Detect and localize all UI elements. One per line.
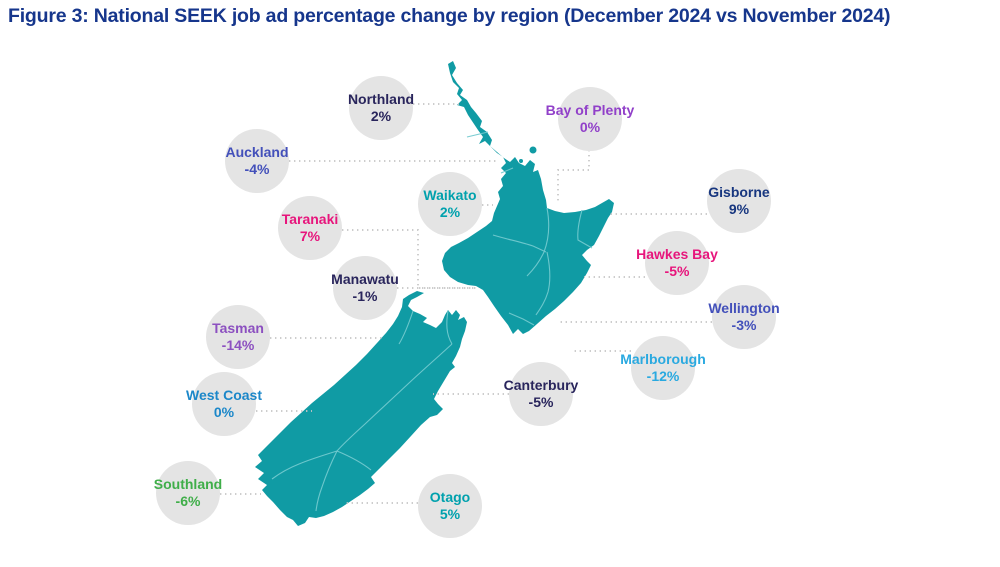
region-label-canterbury: Canterbury -5% <box>466 362 616 426</box>
region-label-northland: Northland 2% <box>306 76 456 140</box>
region-name: Southland <box>153 476 223 492</box>
waiheke-island-shape <box>519 159 523 163</box>
leader-line-bay-of-plenty <box>557 150 590 203</box>
region-boundaries <box>271 131 593 512</box>
region-value: -12% <box>646 368 680 384</box>
region-name: Manawatu <box>331 271 399 287</box>
region-name: Marlborough <box>620 351 706 367</box>
region-label-west-coast: West Coast 0% <box>149 372 299 436</box>
region-label-tasman: Tasman -14% <box>163 305 313 369</box>
region-value: -1% <box>352 288 378 304</box>
region-name: Wellington <box>708 300 780 316</box>
region-value: -5% <box>528 394 554 410</box>
region-value: 2% <box>439 204 461 220</box>
south-island-shape <box>255 291 467 526</box>
region-label-bay-of-plenty: Bay of Plenty 0% <box>515 87 665 151</box>
great-barrier-island-shape <box>529 146 537 154</box>
region-name: Taranaki <box>281 211 339 227</box>
region-value: -4% <box>244 161 270 177</box>
region-name: Northland <box>347 91 415 107</box>
region-label-waikato: Waikato 2% <box>375 172 525 236</box>
region-label-marlborough: Marlborough -12% <box>588 336 738 400</box>
region-label-otago: Otago 5% <box>375 474 525 538</box>
region-name: Tasman <box>212 320 264 336</box>
region-name: Otago <box>429 489 471 505</box>
region-value: -3% <box>731 317 757 333</box>
region-label-hawkes-bay: Hawkes Bay -5% <box>602 231 752 295</box>
leader-line-taranaki <box>342 229 477 289</box>
region-name: Hawkes Bay <box>636 246 718 262</box>
region-value: -14% <box>221 337 255 353</box>
north-island-shape <box>442 61 614 334</box>
region-name: Bay of Plenty <box>545 102 635 118</box>
region-label-wellington: Wellington -3% <box>669 285 819 349</box>
region-label-manawatu: Manawatu -1% <box>290 256 440 320</box>
region-name: West Coast <box>186 387 262 403</box>
region-value: -5% <box>664 263 690 279</box>
figure-title: Figure 3: National SEEK job ad percentag… <box>8 5 891 27</box>
region-name: Canterbury <box>503 377 579 393</box>
region-value: 9% <box>728 201 750 217</box>
region-value: -6% <box>175 493 201 509</box>
region-value: 2% <box>370 108 392 124</box>
region-value: 7% <box>299 228 321 244</box>
region-label-auckland: Auckland -4% <box>182 129 332 193</box>
region-name: Auckland <box>225 144 289 160</box>
region-name: Gisborne <box>708 184 770 200</box>
region-value: 5% <box>439 506 461 522</box>
region-value: 0% <box>579 119 601 135</box>
region-label-taranaki: Taranaki 7% <box>235 196 385 260</box>
region-name: Waikato <box>423 187 477 203</box>
region-label-gisborne: Gisborne 9% <box>664 169 814 233</box>
leader-lines <box>220 103 712 504</box>
region-label-southland: Southland -6% <box>113 461 263 525</box>
region-value: 0% <box>213 404 235 420</box>
